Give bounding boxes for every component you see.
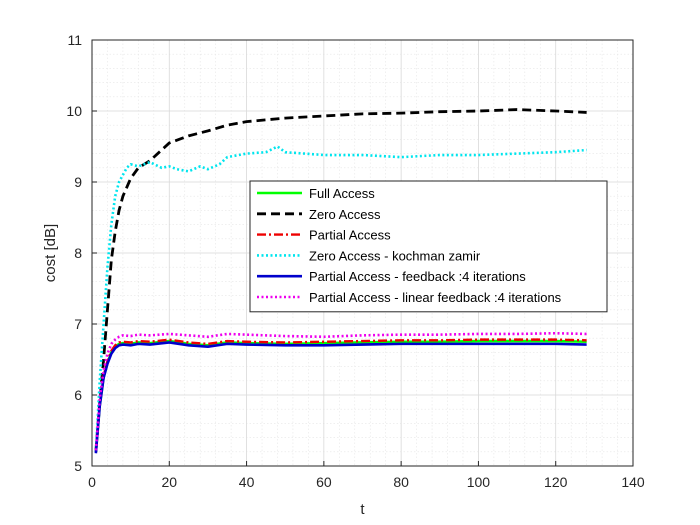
x-axis-ticks: 0 20 40 60 80 100 120 140 [88, 461, 645, 490]
y-tick-label: 6 [74, 387, 82, 403]
legend-label: Partial Access - linear feedback :4 iter… [309, 290, 562, 305]
x-tick-label: 100 [467, 474, 491, 490]
y-tick-label: 5 [74, 458, 82, 474]
legend-label: Full Access [309, 186, 375, 201]
x-tick-label: 40 [239, 474, 255, 490]
x-axis-title: t [360, 501, 365, 518]
y-tick-label: 7 [74, 316, 82, 332]
y-axis-ticks: 5 6 7 8 9 10 11 [66, 32, 97, 474]
legend-label: Zero Access [309, 207, 381, 222]
series-line-partial-access-feedback-4-iterations [94, 341, 587, 454]
legend-label: Partial Access - feedback :4 iterations [309, 269, 526, 284]
y-tick-label: 11 [67, 32, 82, 48]
y-axis-title: cost [dB] [42, 224, 59, 282]
series-line-partial-access-linear-feedback-4-iterations [94, 331, 587, 451]
x-tick-label: 60 [316, 474, 332, 490]
x-tick-label: 80 [393, 474, 409, 490]
legend-label: Partial Access [309, 228, 391, 243]
x-tick-label: 0 [88, 474, 96, 490]
y-tick-label: 8 [74, 245, 82, 261]
legend-box [249, 180, 608, 313]
series-line-zero-access-kochman-zamir [94, 145, 587, 452]
y-tick-label: 9 [74, 174, 82, 190]
y-tick-label: 10 [66, 103, 82, 119]
legend: Full Access Zero Access Partial Access Zero… [249, 180, 608, 313]
x-tick-label: 120 [544, 474, 568, 490]
x-tick-label: 140 [621, 474, 645, 490]
series-line-partial-access [94, 338, 587, 452]
legend-label: Zero Access - kochman zamir [309, 248, 481, 263]
x-tick-label: 20 [161, 474, 177, 490]
series-line-zero-access [94, 108, 587, 452]
series-layer [94, 108, 587, 454]
